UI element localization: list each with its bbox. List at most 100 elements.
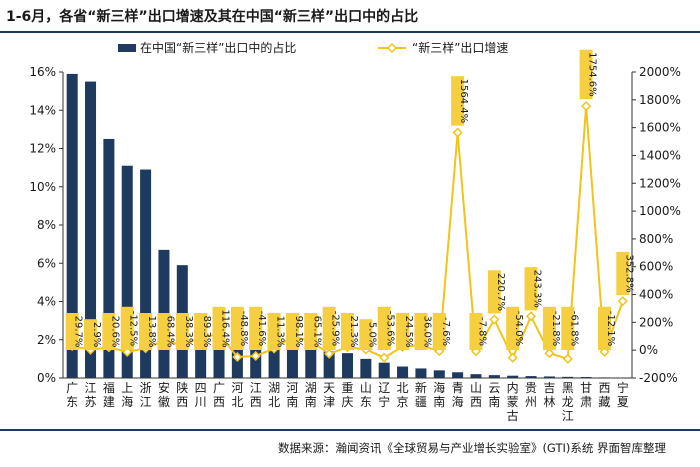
x-tick-label: 陕西 bbox=[176, 380, 188, 409]
x-tick-label: 黑龙江 bbox=[562, 381, 574, 423]
right-tick-label: 600% bbox=[639, 260, 673, 274]
left-tick-label: 6% bbox=[37, 256, 56, 270]
data-label: -7.6% bbox=[440, 317, 451, 346]
x-tick-label: 甘肃 bbox=[580, 381, 592, 409]
x-tick-label: 北京 bbox=[397, 381, 409, 409]
x-tick-label: 湖南 bbox=[305, 380, 317, 409]
line-marker bbox=[489, 314, 500, 325]
x-tick-label: 广西 bbox=[213, 381, 225, 409]
x-tick-label: 上海 bbox=[121, 381, 133, 409]
x-tick-label: 安徽 bbox=[158, 380, 170, 409]
data-label: -12.5% bbox=[128, 311, 139, 346]
data-label: 1754.6% bbox=[587, 52, 598, 97]
line-marker bbox=[379, 352, 390, 363]
line-marker bbox=[232, 351, 243, 363]
data-label: 20.6% bbox=[109, 316, 120, 348]
left-tick-label: 8% bbox=[37, 218, 56, 232]
data-label-box bbox=[616, 251, 630, 296]
data-label-box bbox=[194, 313, 208, 350]
x-tick-label: 海南 bbox=[433, 380, 445, 409]
data-label: -41.6% bbox=[256, 311, 267, 346]
data-label: 2.9% bbox=[91, 322, 102, 347]
data-label: -53.6% bbox=[385, 311, 396, 346]
x-tick-label: 辽宁 bbox=[378, 381, 390, 409]
data-label-box bbox=[267, 313, 281, 350]
right-tick-label: 800% bbox=[639, 232, 673, 246]
bar bbox=[195, 332, 207, 378]
line-marker bbox=[507, 352, 518, 363]
right-tick-label: 1200% bbox=[639, 176, 681, 190]
right-axis: -200% 0% 200% 400% 600% 800% 1000% 1200% 1400% 16… bbox=[631, 65, 681, 385]
x-tick-label: 重庆 bbox=[341, 381, 353, 409]
data-label: 65.1% bbox=[311, 316, 322, 348]
x-tick-label: 四川 bbox=[195, 381, 207, 409]
data-label: 21.3% bbox=[348, 316, 359, 348]
left-tick-label: 2% bbox=[37, 333, 56, 347]
right-tick-label: 1800% bbox=[639, 93, 681, 107]
data-label-box bbox=[249, 306, 263, 350]
data-label-box bbox=[65, 313, 79, 350]
x-tick-label: 湖北 bbox=[268, 380, 280, 409]
data-label-box bbox=[102, 313, 116, 350]
data-label-box bbox=[487, 270, 501, 314]
data-label-box bbox=[304, 313, 318, 350]
data-label: 116.4% bbox=[220, 309, 231, 347]
data-label-box bbox=[157, 313, 171, 350]
legend-bar-swatch bbox=[118, 44, 136, 52]
left-tick-label: 4% bbox=[37, 295, 56, 309]
x-tick-label: 云南 bbox=[488, 381, 500, 409]
data-label: -7.8% bbox=[476, 317, 487, 346]
x-tick-label: 天津 bbox=[323, 381, 335, 409]
data-label: 220.7% bbox=[495, 273, 506, 311]
bar bbox=[323, 351, 335, 378]
x-tick-label: 山东 bbox=[360, 381, 372, 409]
data-label-box bbox=[359, 319, 373, 350]
data-label-box bbox=[597, 306, 611, 350]
data-label: 38.3% bbox=[183, 316, 194, 348]
line-marker bbox=[122, 346, 133, 357]
right-tick-label: 2000% bbox=[639, 65, 681, 79]
bar bbox=[286, 345, 298, 378]
data-label: -48.8% bbox=[238, 311, 249, 346]
line-series: 29.7% 2.9% 20.6% -12.5% 13.8% 68.4% 38.3% 89.3%… bbox=[65, 49, 634, 364]
data-label: 352.8% bbox=[623, 254, 634, 292]
data-label: -12.1% bbox=[605, 311, 616, 346]
data-label-box bbox=[579, 49, 593, 100]
x-tick-label: 西藏 bbox=[598, 381, 610, 409]
bar bbox=[213, 334, 225, 378]
bar bbox=[507, 375, 519, 378]
line-marker bbox=[452, 127, 463, 138]
right-tick-label: 1600% bbox=[639, 121, 681, 135]
left-axis: 0% 2% 4% 6% 8% 10% 12% 14% 16% bbox=[29, 65, 64, 385]
data-label-box bbox=[285, 313, 299, 350]
right-tick-label: -200% bbox=[639, 371, 678, 385]
data-label-box bbox=[139, 313, 153, 350]
data-label-box bbox=[212, 306, 226, 350]
data-label-box bbox=[377, 306, 391, 350]
bar bbox=[397, 366, 409, 378]
data-label-box bbox=[432, 313, 446, 350]
data-label-box bbox=[451, 76, 465, 126]
line-marker bbox=[525, 311, 537, 322]
x-tick-label: 新疆 bbox=[415, 380, 427, 409]
x-tick-label: 贵州 bbox=[525, 381, 537, 409]
data-label: 29.7% bbox=[73, 316, 84, 348]
data-label: 5.0% bbox=[366, 322, 377, 347]
data-label-box bbox=[230, 306, 244, 350]
left-tick-label: 12% bbox=[29, 142, 56, 156]
line-marker bbox=[562, 353, 573, 364]
title-divider bbox=[0, 31, 700, 33]
line-marker bbox=[250, 350, 261, 362]
data-label: -54.0% bbox=[513, 311, 524, 346]
bar bbox=[415, 368, 427, 378]
data-label: -61.8% bbox=[568, 311, 579, 346]
right-tick-label: 1400% bbox=[639, 148, 681, 162]
x-tick-label: 吉林 bbox=[543, 381, 555, 409]
right-tick-label: 200% bbox=[639, 315, 673, 329]
bar bbox=[341, 353, 354, 378]
bar bbox=[66, 73, 78, 378]
left-tick-label: 10% bbox=[29, 180, 56, 194]
data-label: 89.3% bbox=[201, 316, 212, 348]
right-tick-label: 400% bbox=[639, 288, 673, 302]
